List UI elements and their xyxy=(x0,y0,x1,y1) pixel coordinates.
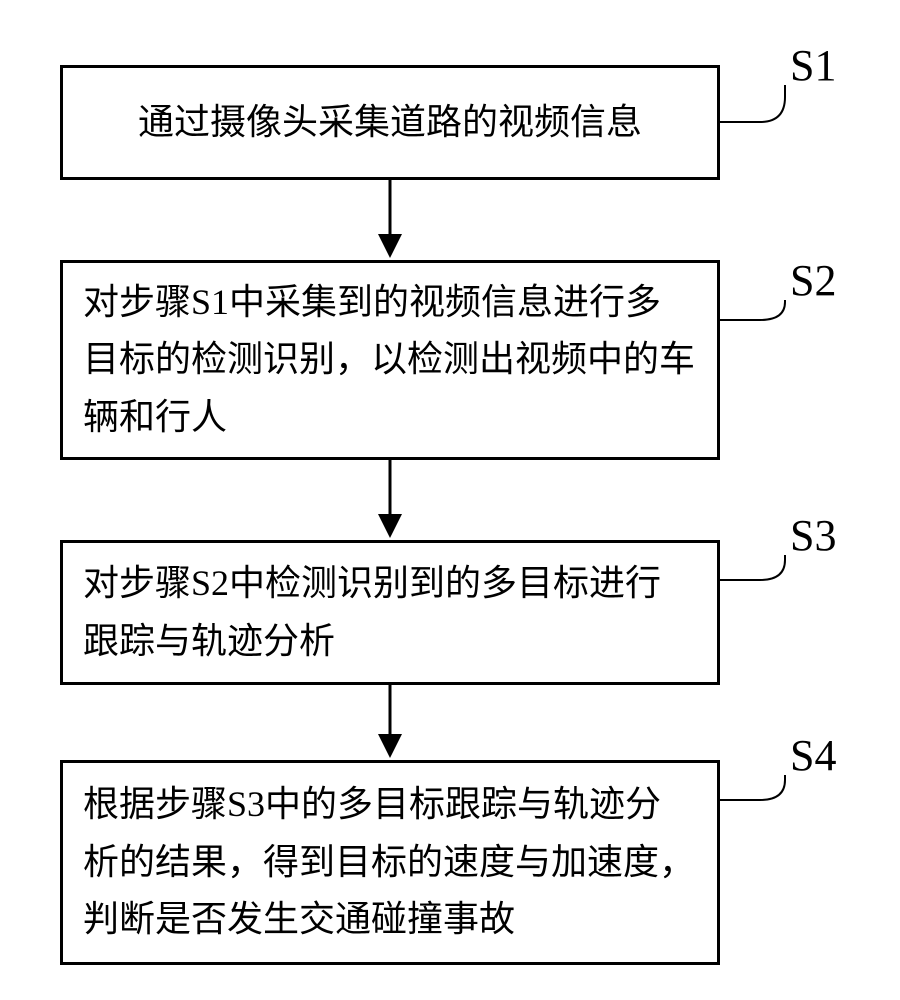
node-s1-label: S1 xyxy=(790,40,836,91)
node-s1-text: 通过摄像头采集道路的视频信息 xyxy=(138,94,642,152)
node-s3-label: S3 xyxy=(790,510,836,561)
flowchart-node-s4: 根据步骤S3中的多目标跟踪与轨迹分析的结果，得到目标的速度与加速度，判断是否发生… xyxy=(60,760,720,965)
connector-s4 xyxy=(720,775,785,800)
connector-s2 xyxy=(720,300,785,320)
flowchart-node-s3: 对步骤S2中检测识别到的多目标进行跟踪与轨迹分析 xyxy=(60,540,720,685)
flowchart-canvas: 通过摄像头采集道路的视频信息 S1 对步骤S1中采集到的视频信息进行多目标的检测… xyxy=(0,0,900,1000)
flowchart-node-s2: 对步骤S1中采集到的视频信息进行多目标的检测识别，以检测出视频中的车辆和行人 xyxy=(60,260,720,460)
flowchart-node-s1: 通过摄像头采集道路的视频信息 xyxy=(60,65,720,180)
node-s4-label: S4 xyxy=(790,730,836,781)
node-s2-label: S2 xyxy=(790,255,836,306)
connector-s1 xyxy=(720,85,785,122)
connector-s3 xyxy=(720,555,785,580)
node-s3-text: 对步骤S2中检测识别到的多目标进行跟踪与轨迹分析 xyxy=(83,555,697,670)
node-s4-text: 根据步骤S3中的多目标跟踪与轨迹分析的结果，得到目标的速度与加速度，判断是否发生… xyxy=(83,776,697,949)
node-s2-text: 对步骤S1中采集到的视频信息进行多目标的检测识别，以检测出视频中的车辆和行人 xyxy=(83,274,697,447)
